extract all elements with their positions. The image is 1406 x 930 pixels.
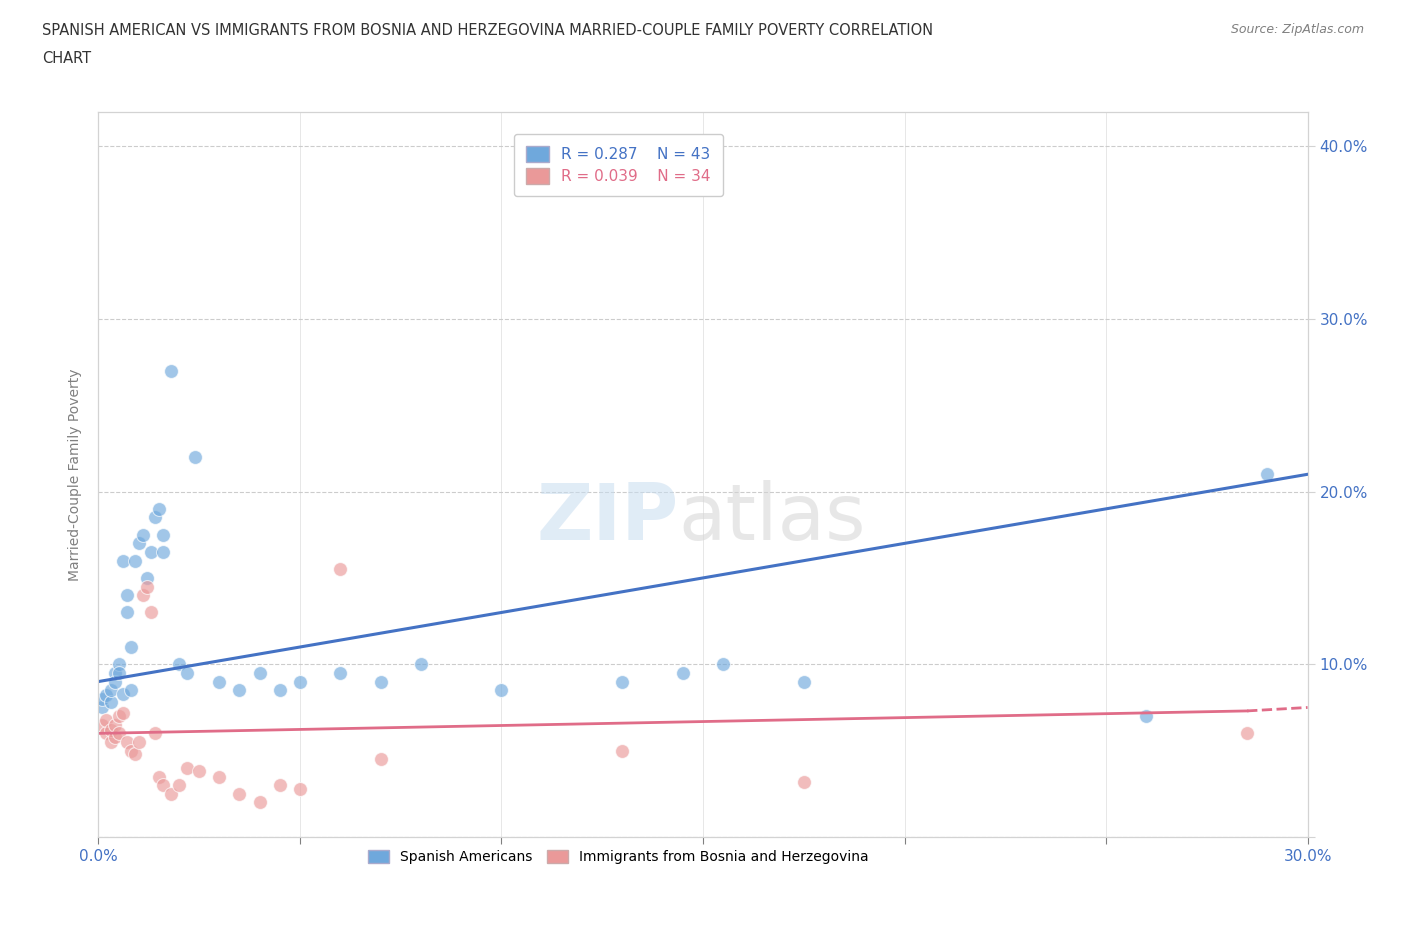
Point: [115, 588, 138, 603]
Point: [249, 666, 271, 681]
Point: [491, 683, 513, 698]
Point: [148, 501, 170, 516]
Point: [329, 666, 352, 681]
Point: [329, 562, 352, 577]
Point: [793, 674, 815, 689]
Point: [143, 726, 166, 741]
Point: [124, 553, 146, 568]
Point: [135, 570, 157, 585]
Point: [139, 605, 162, 620]
Point: [228, 683, 250, 698]
Point: [612, 743, 634, 758]
Point: [152, 527, 174, 542]
Text: Source: ZipAtlas.com: Source: ZipAtlas.com: [1230, 23, 1364, 36]
Point: [269, 777, 291, 792]
Point: [107, 666, 129, 681]
Point: [115, 605, 138, 620]
Point: [91, 691, 114, 706]
Point: [1256, 467, 1278, 482]
Point: [96, 688, 118, 703]
Point: [793, 775, 815, 790]
Point: [370, 751, 392, 766]
Point: [139, 545, 162, 560]
Point: [100, 695, 122, 710]
Point: [167, 657, 190, 671]
Point: [103, 674, 125, 689]
Text: CHART: CHART: [42, 51, 91, 66]
Point: [612, 674, 634, 689]
Point: [160, 787, 183, 802]
Point: [143, 510, 166, 525]
Point: [120, 743, 142, 758]
Point: [711, 657, 734, 671]
Point: [208, 769, 231, 784]
Point: [96, 726, 118, 741]
Point: [176, 666, 198, 681]
Point: [228, 787, 250, 802]
Point: [120, 683, 142, 698]
Point: [152, 545, 174, 560]
Point: [288, 674, 311, 689]
Point: [103, 717, 125, 732]
Point: [96, 712, 118, 727]
Point: [672, 666, 695, 681]
Point: [103, 666, 125, 681]
Point: [269, 683, 291, 698]
Point: [128, 735, 150, 750]
Point: [208, 674, 231, 689]
Point: [120, 640, 142, 655]
Y-axis label: Married-Couple Family Poverty: Married-Couple Family Poverty: [69, 368, 83, 580]
Point: [184, 449, 207, 464]
Point: [249, 795, 271, 810]
Point: [100, 735, 122, 750]
Point: [100, 723, 122, 737]
Point: [1236, 726, 1258, 741]
Point: [111, 686, 134, 701]
Point: [167, 777, 190, 792]
Text: SPANISH AMERICAN VS IMMIGRANTS FROM BOSNIA AND HERZEGOVINA MARRIED-COUPLE FAMILY: SPANISH AMERICAN VS IMMIGRANTS FROM BOSN…: [42, 23, 934, 38]
Text: atlas: atlas: [679, 480, 866, 556]
Point: [152, 777, 174, 792]
Point: [107, 709, 129, 724]
Point: [128, 536, 150, 551]
Point: [103, 729, 125, 744]
Point: [176, 761, 198, 776]
Point: [91, 717, 114, 732]
Point: [370, 674, 392, 689]
Point: [115, 735, 138, 750]
Point: [111, 553, 134, 568]
Point: [111, 705, 134, 720]
Point: [288, 781, 311, 796]
Point: [160, 364, 183, 379]
Point: [135, 579, 157, 594]
Point: [409, 657, 432, 671]
Point: [100, 683, 122, 698]
Text: ZIP: ZIP: [537, 480, 679, 556]
Point: [91, 700, 114, 715]
Point: [132, 588, 155, 603]
Point: [148, 769, 170, 784]
Point: [107, 657, 129, 671]
Point: [107, 726, 129, 741]
Point: [188, 764, 211, 778]
Point: [132, 527, 155, 542]
Point: [1135, 709, 1157, 724]
Point: [124, 747, 146, 762]
Legend: Spanish Americans, Immigrants from Bosnia and Herzegovina: Spanish Americans, Immigrants from Bosni…: [363, 844, 873, 870]
